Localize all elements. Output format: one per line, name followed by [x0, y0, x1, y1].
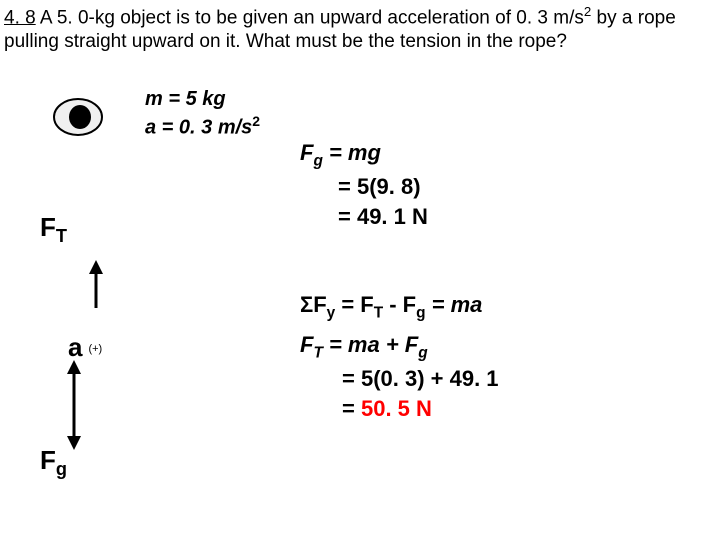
calc-tension: FT = ma + Fg = 5(0. 3) + 49. 1 = 50. 5 N [300, 330, 499, 424]
calc-weight-line3: = 49. 1 N [300, 202, 428, 232]
given-accel: a = 0. 3 m/s2 [145, 112, 260, 141]
calc-weight-line1: Fg = mg [300, 138, 428, 172]
calc-weight-line2: = 5(9. 8) [300, 172, 428, 202]
object-diagram [50, 92, 110, 152]
arrow-double-icon [64, 360, 84, 455]
ball-icon [50, 92, 110, 142]
given-values: m = 5 kg a = 0. 3 m/s2 [145, 86, 260, 141]
arrow-up-icon [86, 260, 106, 315]
calc-tension-line2: = 5(0. 3) + 49. 1 [300, 364, 499, 394]
label-gravity: Fg [40, 445, 67, 480]
problem-number: 4. 8 [4, 7, 36, 28]
calc-weight: Fg = mg = 5(9. 8) = 49. 1 N [300, 138, 428, 232]
given-mass: m = 5 kg [145, 86, 260, 112]
free-body-diagram: FT a(+) Fg [40, 200, 160, 480]
label-tension: FT [40, 212, 67, 247]
label-acceleration: a(+) [68, 332, 102, 363]
problem-statement: 4. 8 A 5. 0-kg object is to be given an … [4, 4, 716, 54]
calc-tension-line1: FT = ma + Fg [300, 330, 499, 364]
problem-text-1: A 5. 0-kg object is to be given an upwar… [36, 7, 584, 28]
calc-tension-line3: = 50. 5 N [300, 394, 499, 424]
calc-newton2: ΣFy = FT - Fg = ma [300, 290, 482, 324]
